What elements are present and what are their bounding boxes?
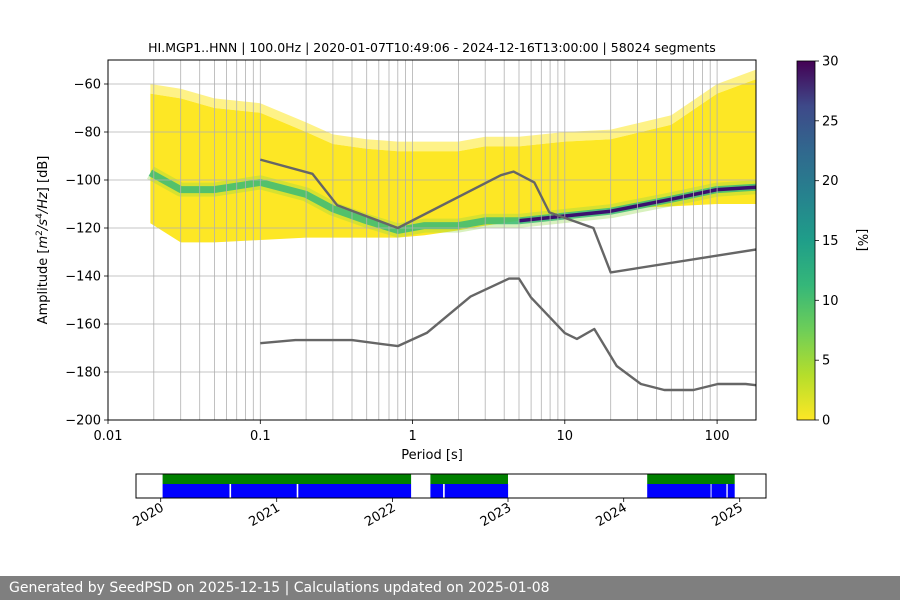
- y-tick-label: −80: [74, 126, 101, 141]
- noise-model-lines: [259, 158, 756, 392]
- available-range-bar: [647, 474, 735, 484]
- x-axis-ticks: 0.01 0.1 1 10 100: [94, 420, 730, 444]
- y-tick-label: −180: [65, 366, 101, 381]
- y-tick-label: −200: [65, 414, 101, 429]
- timeline-border: [135, 473, 767, 499]
- y-axis-ticks: −60 −80 −100 −120 −140 −160 −180 −200: [65, 78, 108, 429]
- colorbar: 0 5 10 15 20 25 30 [%]: [796, 55, 869, 429]
- mode-core: [518, 185, 756, 223]
- y-axis-label: Amplitude [m2/s4/Hz] [dB]: [35, 156, 51, 325]
- x-axis-label: Period [s]: [401, 448, 463, 463]
- plot-frame: [107, 59, 757, 421]
- colorbar-gradient: [796, 60, 816, 421]
- colorbar-tick-label: 30: [822, 55, 839, 70]
- y-tick-label: −160: [65, 318, 101, 333]
- processed-range-bar: [162, 484, 230, 498]
- y-tick-label: −120: [65, 222, 101, 237]
- colorbar-tick-label: 25: [822, 114, 839, 129]
- processed-range-bar: [231, 484, 297, 498]
- timeline-year-label: 2021: [247, 500, 283, 530]
- x-tick-label: 10: [557, 429, 574, 444]
- timeline-year-label: 2022: [362, 500, 398, 530]
- available-ranges: [162, 474, 735, 484]
- processed-ranges: [162, 484, 735, 498]
- processed-range-bar: [298, 484, 412, 498]
- data-availability-timeline: 2020 2021 2022 2023 2024 2025: [131, 473, 767, 530]
- y-tick-label: −140: [65, 270, 101, 285]
- colorbar-tick-label: 20: [822, 174, 839, 189]
- probability-band: [150, 79, 756, 243]
- available-range-bar: [430, 474, 508, 484]
- x-tick-label: 0.01: [94, 429, 123, 444]
- processed-range-bar: [430, 484, 444, 498]
- x-tick-label: 0.1: [250, 429, 271, 444]
- x-tick-label: 1: [408, 429, 416, 444]
- timeline-year-label: 2025: [710, 500, 746, 530]
- timeline-year-label: 2020: [131, 500, 167, 530]
- processed-range-bar: [727, 484, 735, 498]
- processed-range-bar: [647, 484, 711, 498]
- footer: Generated by SeedPSD on 2025-12-15 | Cal…: [0, 576, 900, 600]
- series-line-nlnm: [260, 277, 756, 392]
- colorbar-tick-label: 5: [822, 354, 830, 369]
- available-range-bar: [162, 474, 412, 484]
- horizontal-gridlines: [108, 83, 756, 420]
- y-tick-label: −60: [74, 78, 101, 93]
- colorbar-tick-label: 0: [822, 414, 830, 429]
- x-tick-label: 100: [705, 429, 730, 444]
- timeline-year-ticks: 2020 2021 2022 2023 2024 2025: [131, 498, 746, 530]
- psd-plot-area: 0.01 0.1 1 10 100 −60 −80 −100 −120 −140 −160 −180…: [65, 59, 757, 444]
- y-tick-label: −100: [65, 174, 101, 189]
- vertical-gridlines: [153, 60, 718, 420]
- colorbar-label: [%]: [854, 229, 869, 252]
- chart-title: HI.MGP1..HNN | 100.0Hz | 2020-01-07T10:4…: [148, 40, 716, 55]
- colorbar-tick-label: 10: [822, 294, 839, 309]
- sparse-upper-band: [150, 69, 756, 152]
- series-line-nhnm: [259, 158, 756, 274]
- processed-range-bar: [444, 484, 509, 498]
- colorbar-ticks: 0 5 10 15 20 25 30: [815, 55, 839, 429]
- timeline-year-label: 2024: [594, 500, 630, 530]
- timeline-year-label: 2023: [478, 500, 514, 530]
- psd-figure: HI.MGP1..HNN | 100.0Hz | 2020-01-07T10:4…: [35, 40, 869, 530]
- colorbar-tick-label: 15: [822, 234, 839, 249]
- processed-range-bar: [711, 484, 727, 498]
